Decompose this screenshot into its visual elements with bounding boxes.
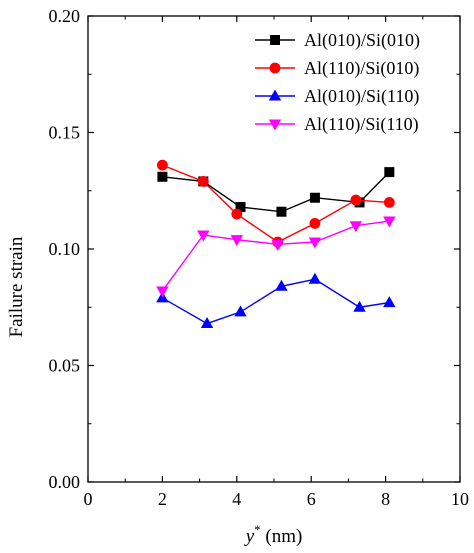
legend-item-1: Al(010)/Si(010) [255,30,420,51]
series-line [162,278,390,325]
data-point [200,317,214,329]
legend-marker [268,119,282,131]
y-tick-label: 0.10 [49,239,81,259]
data-point [235,202,246,213]
legend-item-3: Al(010)/Si(110) [255,86,419,107]
y-tick-label: 0.15 [49,123,81,143]
x-tick-label: 8 [381,489,390,509]
y-tick-label: 0.00 [49,472,81,492]
x-tick-label: 10 [451,489,469,509]
y-tick-label: 0.05 [49,356,81,376]
data-point [156,286,169,298]
data-point [197,230,210,242]
x-axis-label-var: y [244,526,255,547]
legend-item-4: Al(110)/Si(110) [255,114,419,135]
x-axis: 0 2 4 6 8 10 [84,16,469,509]
data-point [157,159,168,171]
x-tick-label: 2 [158,489,167,509]
x-axis-label-unit: (nm) [261,526,303,547]
legend-label: Al(110)/Si(010) [304,58,419,79]
y-axis: 0.00 0.05 0.10 0.15 0.20 [49,6,460,492]
legend-marker [269,62,281,74]
data-point [353,300,366,312]
data-point [157,171,168,182]
data-point [349,221,363,233]
data-point [308,272,322,284]
data-point [309,192,320,203]
legend-marker [270,35,280,45]
legend-item-2: Al(110)/Si(010) [255,58,419,79]
data-point [275,279,288,291]
data-point [308,237,322,249]
legend-label: Al(010)/Si(010) [304,30,420,51]
data-point [383,197,395,208]
data-point [197,176,209,187]
x-tick-label: 0 [84,489,93,509]
y-axis-label: Failure strain [6,236,27,337]
series-2 [157,159,395,248]
data-point [350,194,362,206]
legend-marker [268,89,282,101]
data-point [383,216,396,228]
data-point [231,208,243,220]
x-axis-label: y* (nm) [244,522,303,547]
series-layer [156,159,396,329]
x-tick-label: 4 [232,489,241,509]
legend-label: Al(110)/Si(110) [304,114,419,135]
series-1 [157,167,395,217]
data-point [383,296,396,308]
legend-label: Al(010)/Si(110) [304,86,419,107]
series-3 [156,272,396,329]
data-point [384,167,395,178]
y-tick-label: 0.20 [49,6,81,26]
legend: Al(010)/Si(010) Al(110)/Si(010) Al(010)/Si… [255,30,420,135]
data-point [309,217,321,229]
x-axis-label-sup: * [254,522,261,537]
data-point [234,305,247,317]
series-line [161,220,390,292]
x-tick-label: 6 [307,489,316,509]
data-point [271,239,284,251]
data-point [230,235,243,247]
data-point [276,206,287,217]
series-4 [156,216,396,298]
